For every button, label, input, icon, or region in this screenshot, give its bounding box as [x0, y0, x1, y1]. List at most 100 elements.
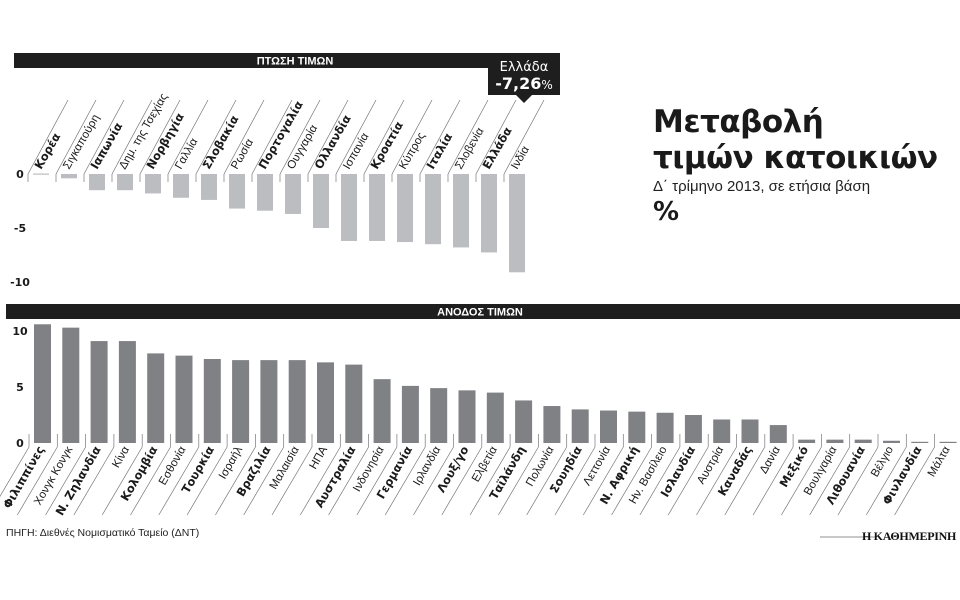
bar-Ελβετία — [486, 392, 504, 443]
bar-Λιθουανία — [854, 439, 872, 443]
y-tick-label: -5 — [14, 222, 26, 235]
bar-Αυστρία — [713, 419, 731, 443]
bar-Ιταλία — [425, 174, 441, 245]
brand-divider — [820, 536, 875, 538]
callout-country: Ελλάδα — [500, 60, 549, 75]
leader-line — [251, 99, 293, 175]
bar-Κίνα — [118, 341, 136, 443]
leader-line — [724, 446, 766, 516]
leader-line — [447, 99, 489, 175]
bar-Φιλιππίνες — [34, 324, 51, 443]
leader-line — [498, 446, 539, 516]
leader-line — [223, 99, 265, 175]
leader-line — [469, 446, 511, 516]
y-tick-label: 0 — [16, 168, 24, 181]
leader-line — [299, 446, 341, 516]
fall-chart-y-axis: 0 -5 -10 — [10, 168, 30, 289]
leader-line — [101, 446, 143, 516]
bar-Γαλλία — [173, 174, 189, 198]
bar-Ιαπωνία — [89, 174, 105, 191]
category-label: Κορέα — [31, 130, 63, 171]
leader-line — [503, 99, 545, 175]
bar-Ελλάδα — [481, 174, 497, 253]
y-tick-label: -10 — [10, 276, 30, 289]
fall-chart-header: ΠΤΩΣΗ ΤΙΜΩΝ — [14, 53, 490, 68]
leader-line — [696, 446, 737, 516]
callout-value: -7,26% — [495, 74, 553, 93]
bar-Κροατία — [369, 174, 385, 241]
bar-Ν. Ζηλανδία — [90, 341, 108, 443]
leader-line — [27, 99, 69, 175]
bar-Ισπανία — [341, 174, 357, 241]
leader-line — [186, 446, 228, 516]
leader-line — [55, 99, 97, 175]
bar-Γερμανία — [401, 385, 419, 443]
leader-line — [215, 446, 256, 516]
leader-line — [611, 446, 652, 516]
leader-line — [554, 446, 596, 516]
bar-Χονγκ Κονγκ — [62, 327, 80, 443]
bar-Πολωνία — [543, 406, 561, 443]
bar-Ουγγαρία — [285, 174, 301, 214]
category-label: Ρωσία — [229, 137, 256, 172]
leader-line — [363, 99, 405, 175]
bar-Σουηδία — [571, 409, 589, 443]
y-tick-label: 10 — [12, 325, 28, 338]
leader-line — [356, 446, 398, 516]
bar-Μαλαισία — [288, 360, 306, 443]
unit-label: % — [653, 197, 680, 227]
bar-Δανία — [769, 425, 787, 443]
category-label: Ισραήλ — [217, 444, 245, 481]
rise-chart-y-axis: 10 5 0 — [12, 325, 28, 450]
title-line-1: Μεταβολή — [653, 104, 824, 140]
bar-Ισλανδία — [684, 415, 702, 443]
bar-ΗΠΑ — [317, 362, 334, 443]
leader-line — [139, 99, 181, 175]
leader-line — [391, 99, 433, 175]
bar-Ταϊλάνδη — [515, 400, 533, 443]
bar-Ρωσία — [229, 174, 245, 209]
leader-line — [809, 446, 851, 516]
bar-Πορτογαλία — [257, 174, 273, 211]
title-block: Μεταβολή τιμών κατοικιών Δ΄ τρίμηνο 2013… — [653, 104, 938, 227]
leader-line — [271, 446, 313, 516]
leader-line — [894, 446, 935, 516]
bar-Τουρκία — [203, 359, 221, 443]
bar-Αυστραλία — [345, 364, 363, 443]
title-line-2: τιμών κατοικιών — [653, 140, 938, 176]
leader-line — [419, 99, 461, 175]
leader-line — [195, 99, 237, 175]
bar-Βραζιλία — [260, 360, 278, 443]
category-label: Γαλλία — [173, 136, 200, 171]
bar-Λεττονία — [600, 410, 617, 443]
leader-line — [441, 446, 483, 516]
leader-line — [16, 446, 58, 516]
leader-line — [328, 446, 369, 516]
bar-Δημ. της Τσεχίας — [117, 174, 133, 191]
greece-callout: Ελλάδα -7,26% — [488, 53, 560, 103]
leader-line — [781, 446, 822, 516]
leader-line — [475, 99, 517, 175]
bar-Ισραήλ — [232, 360, 250, 443]
leader-line — [83, 99, 125, 175]
rise-chart-header: ΑΝΟΔΟΣ ΤΙΜΩΝ — [6, 304, 960, 319]
bar-Νορβηγία — [145, 174, 161, 194]
bar-Καναδάς — [741, 419, 759, 443]
leader-line — [384, 446, 426, 516]
leader-line — [837, 446, 879, 516]
fall-chart-bars — [33, 173, 525, 273]
bar-Σιγκαπούρη — [61, 174, 77, 179]
bar-Βουλγαρία — [826, 439, 844, 443]
publisher-logo: Η ΚΑΘΗΜΕΡΙΝΗ — [861, 529, 956, 543]
bar-Ινδονησία — [373, 379, 391, 443]
category-label: Ινδία — [509, 144, 532, 172]
y-tick-label: 5 — [16, 381, 24, 394]
bar-Φινλανδία — [911, 441, 929, 443]
leader-line — [130, 446, 171, 516]
leader-line — [582, 446, 624, 516]
leader-line — [667, 446, 709, 516]
leader-line — [279, 99, 321, 175]
bar-Ινδία — [509, 174, 525, 273]
leader-line — [526, 446, 568, 516]
bar-Κύπρος — [397, 174, 413, 243]
